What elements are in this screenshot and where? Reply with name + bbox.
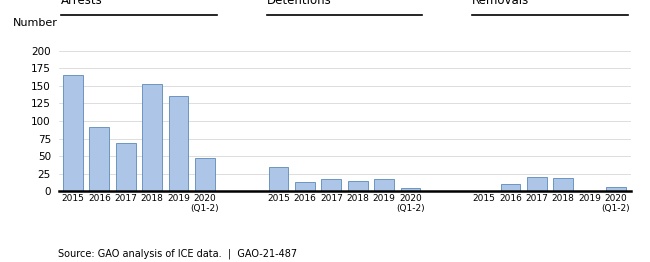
Text: Detentions: Detentions [266, 0, 332, 7]
Bar [63, 75, 83, 191]
Text: Number: Number [13, 18, 58, 29]
Bar [527, 177, 547, 191]
Bar [553, 178, 573, 191]
Bar [142, 84, 162, 191]
Text: Arrests: Arrests [61, 0, 103, 7]
Bar [295, 182, 315, 191]
Bar [374, 179, 394, 191]
Bar [268, 167, 289, 191]
Bar [348, 181, 367, 191]
Bar [400, 188, 421, 191]
Bar [195, 157, 215, 191]
Bar [90, 127, 109, 191]
Text: Source: GAO analysis of ICE data.  |  GAO-21-487: Source: GAO analysis of ICE data. | GAO-… [58, 249, 298, 259]
Bar [606, 187, 626, 191]
Bar [500, 183, 521, 191]
Bar [168, 96, 188, 191]
Bar [322, 179, 341, 191]
Bar [116, 144, 136, 191]
Text: Removals: Removals [473, 0, 530, 7]
